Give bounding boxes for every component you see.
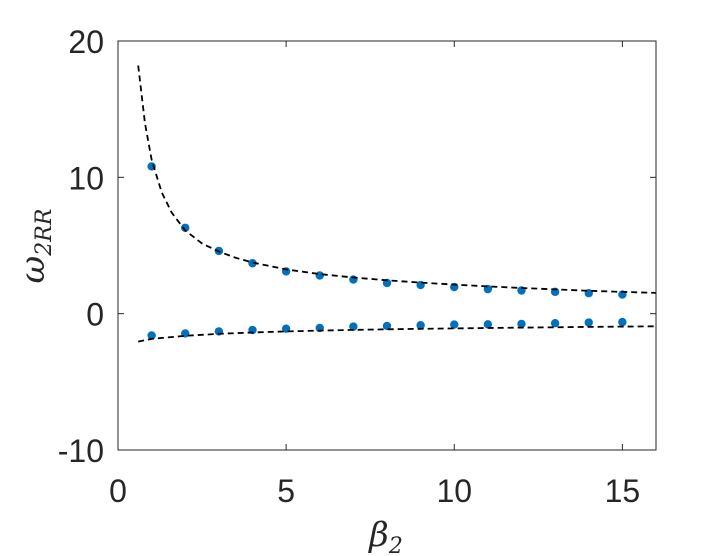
y-tick-label: 0 (86, 297, 104, 333)
x-axis-title-symbol: β (367, 515, 389, 555)
data-point (618, 317, 627, 327)
y-tick-label: 10 (68, 160, 104, 196)
plot-area (137, 65, 657, 343)
data-point (349, 322, 358, 331)
y-tick-label: -10 (58, 433, 104, 469)
y-axis-title: ω2RR (13, 209, 57, 284)
x-tick-label: 5 (277, 473, 295, 509)
dashed-curve-3 (137, 65, 657, 294)
y-axis-title-subscript: 2RR (32, 209, 57, 257)
x-tick-label: 15 (605, 473, 641, 509)
data-point (550, 319, 560, 328)
x-axis-title-subscript: 2 (388, 534, 403, 556)
data-point (248, 259, 257, 268)
y-tick-label: 20 (68, 24, 104, 60)
data-point (382, 321, 392, 331)
x-axis-title: β2 (367, 515, 403, 556)
data-point (416, 321, 425, 330)
x-tick-label: 10 (436, 473, 472, 509)
data-point (147, 331, 156, 340)
data-point (483, 320, 493, 329)
data-point (517, 319, 526, 329)
y-axis-title-symbol: ω (13, 256, 53, 284)
axes-box (117, 40, 657, 451)
data-point (450, 320, 459, 329)
data-point (315, 271, 324, 280)
data-point (181, 223, 190, 232)
data-point (584, 318, 593, 327)
x-tick-label: 0 (109, 473, 127, 509)
